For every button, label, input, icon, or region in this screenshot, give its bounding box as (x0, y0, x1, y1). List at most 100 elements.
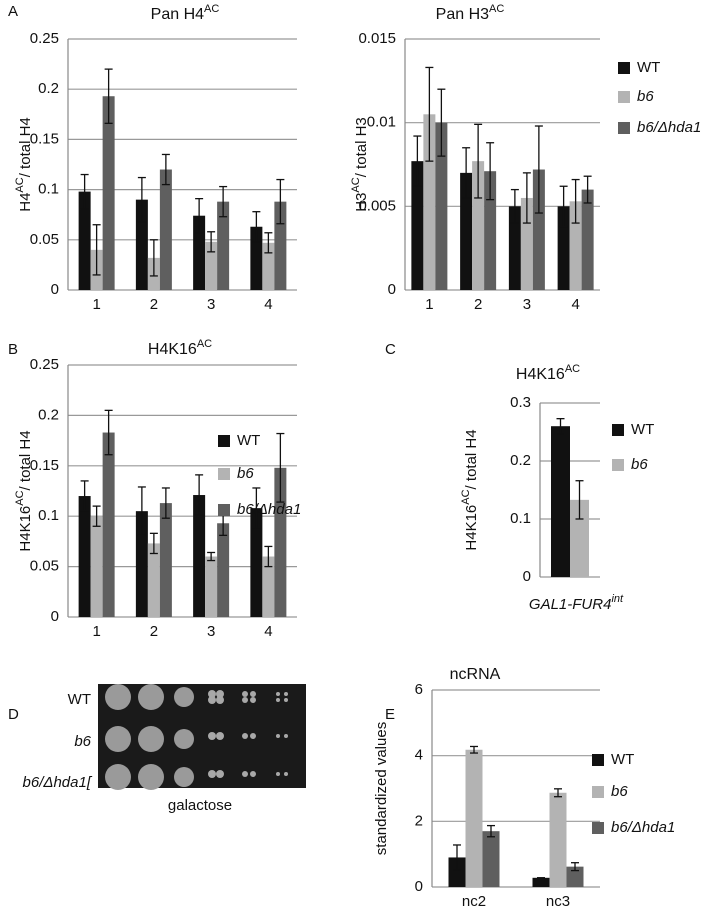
x-tick-label: 4 (264, 296, 272, 313)
y-tick-label: 0.2 (38, 406, 59, 423)
colony-spot (284, 734, 288, 738)
y-tick-label: 0.15 (30, 130, 59, 147)
row-label: WT (68, 691, 91, 708)
y-axis-label-part: AC (14, 177, 26, 192)
chart-title: Pan H3AC (436, 3, 505, 23)
x-tick-label: 1 (92, 296, 100, 313)
chart-title-part: AC (489, 3, 504, 15)
bar (566, 866, 584, 887)
bar (570, 499, 589, 577)
bar (217, 201, 230, 290)
x-tick-label: nc2 (462, 893, 486, 910)
chart-title-part: H4K16 (148, 341, 197, 358)
y-tick-label: 0.25 (30, 30, 59, 47)
colony-spot (276, 692, 280, 696)
colony-spot (174, 767, 194, 787)
bar (423, 114, 436, 290)
bar (262, 556, 275, 617)
plate-label: galactose (168, 797, 232, 814)
colony-spot (250, 733, 256, 739)
y-axis-label: H3AC/ total H3 (350, 117, 370, 212)
legend-swatch (612, 459, 624, 471)
bar (520, 197, 533, 290)
x-tick-label-part: nc3 (546, 893, 570, 910)
x-tick-label-part: 4 (571, 296, 579, 313)
colony-spot (208, 770, 216, 778)
legend-swatch (618, 91, 630, 103)
row-label: b6 (74, 733, 91, 750)
colony-spot (208, 732, 216, 740)
bar (274, 467, 287, 617)
colony-spot (216, 732, 224, 740)
bar (205, 241, 218, 290)
chart-title-part: AC (197, 338, 212, 350)
bar (460, 172, 473, 290)
chart-title: Pan H4AC (151, 3, 220, 23)
bar (472, 161, 485, 290)
bar (557, 206, 570, 290)
y-axis-label-part: AC (14, 490, 26, 505)
bar (484, 171, 497, 290)
bar (508, 206, 521, 290)
x-tick-label: nc3 (546, 893, 570, 910)
colony-spot (105, 764, 131, 790)
y-tick-label: 0.1 (38, 507, 59, 524)
chart-title-part: Pan H4 (151, 6, 204, 23)
bar (90, 516, 103, 617)
y-tick-label: 0.01 (367, 114, 396, 131)
bar (532, 169, 545, 290)
x-tick-label-part: 4 (264, 623, 272, 640)
x-tick-label: 2 (150, 623, 158, 640)
x-tick-label: 2 (150, 296, 158, 313)
y-tick-label: 0.05 (30, 231, 59, 248)
y-tick-label: 0.25 (30, 356, 59, 373)
panel-label: E (385, 706, 395, 723)
y-axis-label: H4AC/ total H4 (14, 117, 34, 212)
bar (532, 877, 550, 887)
legend-label: b6/Δhda1 (237, 501, 301, 518)
x-tick-label-part: 4 (264, 296, 272, 313)
colony-spot (242, 691, 248, 697)
bar (78, 496, 91, 617)
x-tick-label-part: 3 (523, 296, 531, 313)
y-tick-label: 0 (415, 878, 423, 895)
bar (250, 226, 263, 290)
bar (435, 122, 448, 291)
chart-title: H4K16AC (148, 338, 212, 358)
bar (217, 523, 230, 617)
bar (147, 543, 160, 617)
y-tick-label: 0.2 (510, 452, 531, 469)
colony-spot (174, 729, 194, 749)
y-axis-label-part: / total H4 (17, 430, 34, 490)
chart-title-part: AC (204, 3, 219, 15)
x-tick-label: 3 (207, 623, 215, 640)
x-tick-label: 4 (264, 623, 272, 640)
bar (205, 556, 218, 617)
colony-spot (105, 726, 131, 752)
x-tick-label: 1 (425, 296, 433, 313)
colony-spot (138, 764, 164, 790)
legend-label: b6 (237, 465, 254, 482)
bar (262, 242, 275, 290)
panel-label: B (8, 341, 18, 358)
y-tick-label: 0 (51, 608, 59, 625)
y-tick-label: 2 (415, 812, 423, 829)
y-tick-label: 0.015 (358, 30, 396, 47)
x-tick-label: 4 (571, 296, 579, 313)
bar (549, 792, 567, 887)
x-tick-label-part: 3 (207, 296, 215, 313)
legend-label: b6 (611, 783, 628, 800)
chart-title-part: H4K16 (516, 366, 565, 383)
y-axis-label: H4K16AC/ total H4 (460, 429, 480, 550)
x-tick-label-part: nc2 (462, 893, 486, 910)
y-tick-label: 0.3 (510, 394, 531, 411)
y-axis-label: H4K16AC/ total H4 (14, 430, 34, 551)
y-axis-label-part: / total H4 (17, 117, 34, 177)
x-tick-label: GAL1-FUR4int (529, 593, 624, 613)
legend-swatch (592, 822, 604, 834)
legend-swatch (592, 754, 604, 766)
y-tick-label: 0.2 (38, 80, 59, 97)
chart-title-part: Pan H3 (436, 6, 489, 23)
bar (135, 511, 148, 617)
